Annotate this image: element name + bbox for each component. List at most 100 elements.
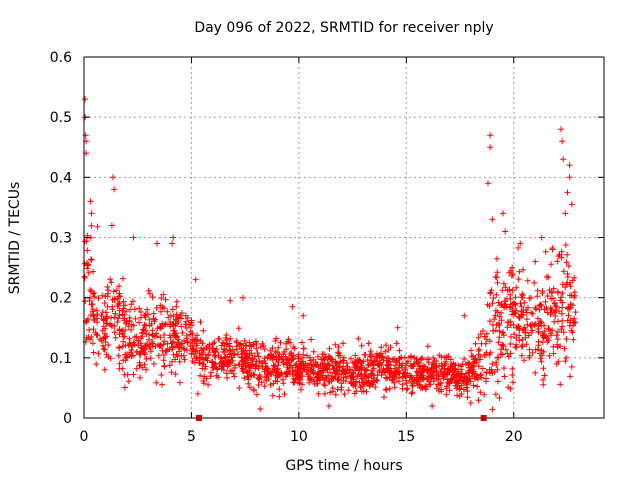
data-point bbox=[231, 373, 238, 380]
data-point bbox=[559, 138, 566, 145]
data-point bbox=[480, 327, 486, 334]
data-point bbox=[567, 283, 574, 290]
data-point bbox=[538, 358, 545, 365]
data-point bbox=[164, 308, 171, 315]
data-point bbox=[444, 379, 451, 386]
data-point bbox=[399, 364, 405, 371]
data-point bbox=[565, 312, 572, 319]
data-point bbox=[310, 348, 317, 355]
data-point bbox=[564, 189, 571, 196]
data-point bbox=[445, 365, 452, 372]
data-point bbox=[286, 359, 292, 366]
data-point bbox=[342, 378, 349, 385]
data-point bbox=[219, 361, 226, 368]
data-point bbox=[464, 388, 471, 395]
data-point bbox=[539, 332, 546, 339]
data-point bbox=[130, 234, 137, 241]
data-point bbox=[551, 309, 558, 316]
data-point bbox=[182, 312, 189, 319]
data-point bbox=[281, 349, 288, 355]
data-point bbox=[439, 363, 446, 370]
data-point bbox=[498, 309, 505, 316]
data-point bbox=[277, 339, 284, 346]
data-point bbox=[275, 372, 282, 379]
data-point bbox=[137, 374, 144, 381]
data-point bbox=[481, 391, 488, 398]
data-point bbox=[496, 313, 503, 320]
data-point bbox=[269, 392, 276, 399]
data-point bbox=[286, 362, 293, 369]
data-point bbox=[251, 353, 258, 360]
data-point bbox=[279, 376, 286, 383]
x-axis-label: GPS time / hours bbox=[285, 458, 402, 474]
data-point bbox=[523, 316, 530, 323]
data-point bbox=[556, 251, 563, 258]
data-point bbox=[112, 310, 119, 317]
data-point bbox=[364, 357, 371, 363]
data-point bbox=[502, 228, 509, 235]
data-point bbox=[250, 386, 257, 393]
data-point bbox=[329, 385, 336, 391]
data-point bbox=[449, 362, 456, 369]
data-point bbox=[551, 300, 558, 306]
data-point bbox=[518, 303, 525, 310]
data-point bbox=[408, 390, 415, 397]
data-point bbox=[567, 304, 574, 311]
data-point bbox=[91, 290, 98, 297]
data-point bbox=[571, 319, 578, 326]
data-point bbox=[565, 263, 572, 269]
data-point bbox=[355, 335, 362, 342]
data-point bbox=[358, 342, 365, 349]
data-point bbox=[526, 295, 533, 302]
data-point bbox=[408, 373, 415, 380]
data-point bbox=[210, 345, 217, 352]
data-point bbox=[547, 305, 554, 312]
data-point bbox=[143, 366, 149, 373]
data-point bbox=[139, 333, 146, 340]
data-point bbox=[553, 360, 560, 367]
data-point bbox=[124, 354, 130, 361]
data-point bbox=[524, 321, 531, 328]
data-point bbox=[444, 376, 451, 383]
data-point bbox=[564, 251, 571, 258]
data-point bbox=[100, 323, 107, 330]
data-point bbox=[489, 216, 496, 223]
x-tick-label: 15 bbox=[397, 429, 415, 445]
data-point bbox=[125, 342, 132, 349]
data-point bbox=[268, 352, 275, 359]
data-point bbox=[171, 327, 178, 334]
data-point bbox=[194, 338, 201, 345]
grid bbox=[84, 57, 604, 418]
data-point bbox=[435, 381, 441, 388]
data-point bbox=[187, 331, 194, 338]
data-point bbox=[176, 358, 183, 365]
data-point bbox=[454, 392, 460, 399]
data-point bbox=[320, 355, 327, 362]
data-point bbox=[172, 371, 179, 378]
data-point bbox=[300, 365, 307, 371]
data-point bbox=[246, 339, 253, 346]
data-point bbox=[452, 365, 459, 372]
data-point bbox=[554, 336, 561, 343]
data-point bbox=[90, 291, 96, 297]
data-point bbox=[486, 366, 493, 373]
data-point bbox=[332, 341, 339, 348]
data-point bbox=[315, 373, 322, 380]
data-point bbox=[464, 394, 471, 401]
data-point bbox=[493, 291, 500, 298]
data-point bbox=[189, 358, 196, 365]
data-point bbox=[458, 366, 465, 373]
data-point bbox=[190, 337, 196, 344]
data-point bbox=[322, 374, 329, 381]
data-point bbox=[520, 312, 527, 319]
data-point bbox=[379, 353, 386, 360]
data-point bbox=[174, 353, 181, 360]
data-point bbox=[172, 356, 179, 363]
data-point bbox=[494, 378, 501, 385]
data-point bbox=[443, 391, 450, 398]
data-point bbox=[274, 373, 281, 380]
data-point bbox=[555, 253, 562, 260]
data-point bbox=[452, 373, 459, 380]
data-point bbox=[451, 374, 458, 381]
data-point bbox=[108, 279, 115, 286]
